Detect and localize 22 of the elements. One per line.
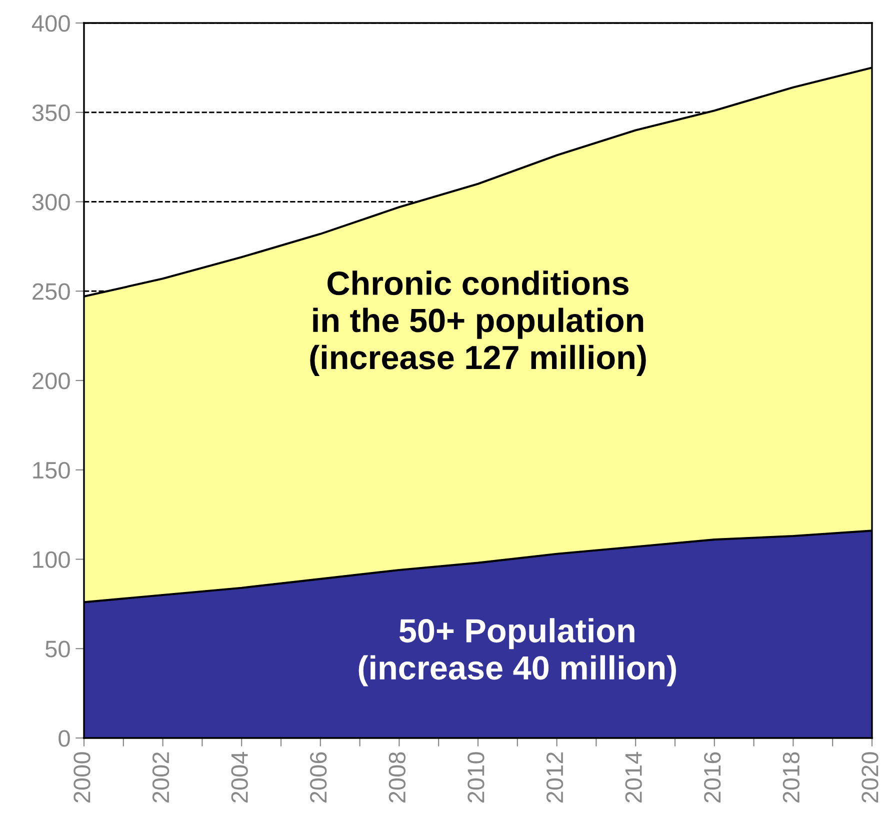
- x-tick-label: 2010: [468, 752, 484, 803]
- x-tick-label: 2000: [74, 752, 90, 803]
- x-tick-label: 2020: [862, 752, 878, 803]
- x-tick-label: 2012: [546, 752, 564, 803]
- x-tick-label: 2014: [625, 752, 642, 803]
- annotation: 50+ Population (increase 40 million): [358, 618, 676, 686]
- y-tick-label: 100: [33, 551, 70, 568]
- annotation: Chronic conditions in the 50+ population (increase 127 million): [310, 270, 646, 376]
- x-tick-label: 2006: [310, 752, 327, 803]
- y-tick-label: 300: [32, 194, 70, 211]
- y-tick-label: 50: [45, 640, 70, 658]
- x-tick-label: 2008: [388, 752, 406, 803]
- y-tick-label: 0: [58, 730, 70, 747]
- x-tick-label: 2004: [231, 752, 248, 803]
- y-tick-label: 250: [32, 283, 70, 300]
- x-tick-label: 2018: [782, 752, 800, 803]
- y-tick-label: 400: [32, 15, 70, 32]
- y-tick-label: 350: [32, 104, 70, 122]
- x-tick-label: 2016: [704, 752, 721, 803]
- y-tick-label: 200: [32, 372, 70, 390]
- y-tick-label: 150: [33, 462, 70, 479]
- x-tick-label: 2002: [152, 752, 170, 803]
